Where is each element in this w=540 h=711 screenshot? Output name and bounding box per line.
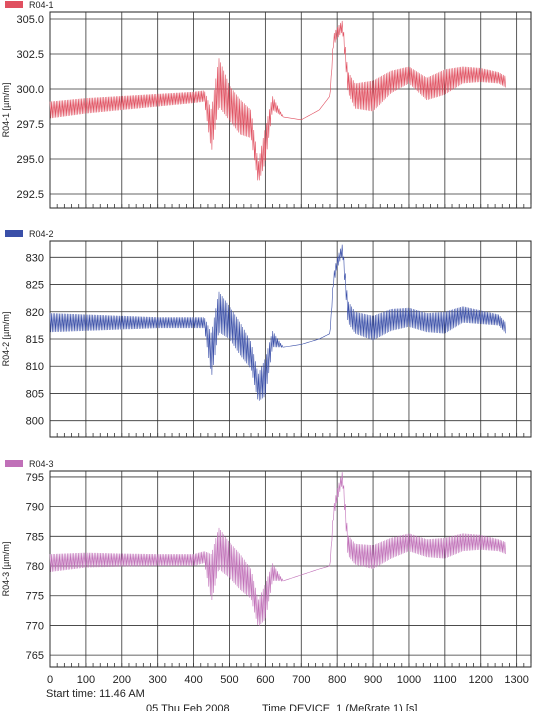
y-tick-label: 765 [26,650,44,662]
y-tick-label: 825 [26,280,44,292]
series-line-r04-3 [49,472,506,626]
x-tick-label: 100 [77,674,95,686]
x-tick-label: 700 [292,674,310,686]
y-axis-title: R04-2 [µm/m] [1,312,11,367]
y-tick-label: 295.0 [16,154,44,166]
y-tick-label: 770 [26,620,44,632]
x-tick-label: 800 [328,674,346,686]
x-tick-label: 1200 [469,674,493,686]
x-tick-label: 400 [184,674,202,686]
legend-label: R04-3 [29,459,54,469]
x-tick-label: 1300 [504,674,528,686]
legend-swatch [5,1,23,8]
y-tick-label: 775 [26,591,44,603]
y-tick-label: 305.0 [16,14,44,26]
legend-swatch [5,230,23,237]
y-tick-label: 805 [26,388,44,400]
series-line-r04-2 [49,244,506,401]
y-tick-label: 795 [26,472,44,484]
date-label: 05 Thu Feb 2008 [146,703,230,711]
x-tick-label: 500 [220,674,238,686]
y-tick-label: 810 [26,361,44,373]
y-tick-label: 780 [26,561,44,573]
x-tick-label: 200 [113,674,131,686]
chart-panels: R04-1 292.5 295.0 297.5 300.0 302.5 305.0 R04-1… [1,0,532,686]
y-axis-title: R04-3 [µm/m] [1,542,11,597]
legend-label: R04-1 [29,0,54,10]
legend-swatch [5,460,23,467]
x-axis-title: Time DEVICE_1 (Meßrate 1) [s] [262,703,417,711]
y-tick-label: 297.5 [16,119,44,131]
y-axis-title: R04-1 [µm/m] [1,83,11,138]
plot-area [49,11,532,209]
y-tick-label: 292.5 [16,189,44,201]
panel-2: R04-2 800 805 810 815 820 825 830 R04-2 [µm/m] [1,229,532,438]
x-tick-label: 0 [47,674,53,686]
x-tick-label: 1000 [397,674,421,686]
x-tick-label: 900 [364,674,382,686]
y-tick-label: 785 [26,531,44,543]
y-tick-label: 790 [26,502,44,514]
legend-label: R04-2 [29,229,54,239]
series-line-r04-1 [49,20,506,181]
x-tick-label: 1100 [433,674,457,686]
start-time-label: Start time: 11.46 AM [46,688,145,700]
y-tick-label: 830 [26,252,44,264]
y-tick-label: 800 [26,416,44,428]
plot-area [49,470,532,668]
x-tick-label: 300 [149,674,167,686]
y-tick-label: 300.0 [16,84,44,96]
y-tick-label: 815 [26,334,44,346]
y-tick-label: 302.5 [16,49,44,61]
x-tick-label: 600 [256,674,274,686]
panel-1: R04-1 292.5 295.0 297.5 300.0 302.5 305.0 R04-1… [1,0,532,209]
panel-3: R04-3 0 100 200 300 400 500 600 700 800 900 1000 110… [1,459,532,686]
y-tick-label: 820 [26,307,44,319]
